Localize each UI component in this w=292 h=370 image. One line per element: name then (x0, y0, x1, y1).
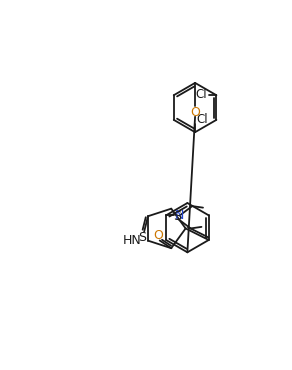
Text: S: S (139, 231, 147, 244)
Text: Cl: Cl (196, 88, 207, 101)
Text: HN: HN (123, 234, 142, 247)
Text: Cl: Cl (197, 113, 208, 127)
Text: O: O (190, 107, 200, 120)
Text: S: S (173, 210, 182, 223)
Text: N: N (175, 209, 184, 222)
Text: O: O (153, 229, 163, 242)
